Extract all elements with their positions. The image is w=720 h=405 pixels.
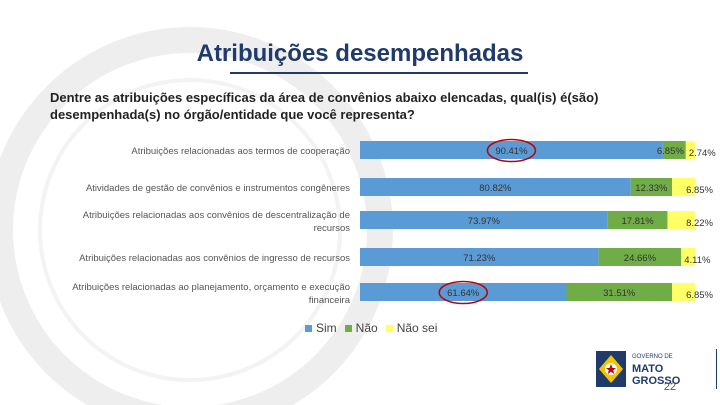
logo-big-text: MATO GROSSO <box>632 363 681 387</box>
legend-item-nao: Não <box>344 321 378 335</box>
legend-item-nao-sei: Não sei <box>385 321 438 335</box>
legend-label-nao: Não <box>355 321 378 335</box>
data-label-nao: 6.85% <box>657 146 684 157</box>
page-title: Atribuições desempenhadas <box>196 40 524 67</box>
legend-label-sim: Sim <box>316 321 337 335</box>
category-label: Atribuições relacionadas aos termos de c… <box>131 146 350 157</box>
data-label-sim: 73.97% <box>468 216 501 227</box>
bar-sim <box>360 178 631 196</box>
bar-nao-sei <box>685 141 695 159</box>
data-label-nao-sei: 4.11% <box>684 255 711 266</box>
bar-sim <box>360 248 599 266</box>
bar-sim <box>360 211 608 229</box>
data-label-nao-sei: 6.85% <box>686 290 713 301</box>
bar-nao <box>566 283 673 301</box>
category-label: Atribuições relacionadas ao planejamento… <box>72 282 351 306</box>
data-label-nao: 24.66% <box>624 253 657 264</box>
bar-nao-sei <box>672 178 695 196</box>
legend-swatch-nao <box>344 324 352 332</box>
bar-nao-sei <box>672 283 695 301</box>
page-number: 22 <box>663 381 677 393</box>
legend-swatch-sim <box>305 324 312 332</box>
state-flag-icon <box>596 351 626 387</box>
legend-item-sim: Sim <box>305 321 337 335</box>
bar-nao <box>607 211 668 229</box>
highlight-circle <box>486 138 537 163</box>
logo-text: GOVERNO DE MATO GROSSO <box>632 351 708 387</box>
bar-nao <box>630 178 673 196</box>
government-logo: GOVERNO DE MATO GROSSO <box>596 349 708 389</box>
logo-small-text: GOVERNO DE <box>632 354 673 360</box>
title-underline <box>230 72 528 74</box>
category-label: Atribuições relacionadas aos convênios d… <box>83 210 350 234</box>
survey-question: Dentre as atribuições específicas da áre… <box>50 90 599 122</box>
data-label-sim: 61.64% <box>447 288 480 299</box>
chart-legend: Sim Não Não sei <box>305 321 437 335</box>
data-label-nao-sei: 8.22% <box>686 218 713 229</box>
bar-nao <box>662 141 686 159</box>
category-label: Atribuições relacionadas aos convênios d… <box>79 253 350 264</box>
data-label-nao: 31.51% <box>603 288 636 299</box>
bar-sim <box>360 141 663 159</box>
highlight-circle <box>438 280 488 305</box>
data-label-sim: 90.41% <box>495 146 528 157</box>
data-label-sim: 80.82% <box>479 183 512 194</box>
legend-swatch-nao-sei <box>385 324 393 332</box>
bar-sim <box>360 283 567 301</box>
data-label-nao-sei: 2.74% <box>689 148 716 159</box>
category-label: Atividades de gestão de convênios e inst… <box>86 183 350 194</box>
bar-nao-sei <box>667 211 695 229</box>
data-label-nao-sei: 6.85% <box>686 185 713 196</box>
legend-label-nao-sei: Não sei <box>396 321 438 335</box>
data-label-nao: 17.81% <box>622 216 655 227</box>
bar-nao-sei <box>681 248 695 266</box>
data-label-sim: 71.23% <box>463 253 496 264</box>
bar-nao <box>598 248 682 266</box>
logo-divider <box>716 349 717 389</box>
data-label-nao: 12.33% <box>635 183 668 194</box>
